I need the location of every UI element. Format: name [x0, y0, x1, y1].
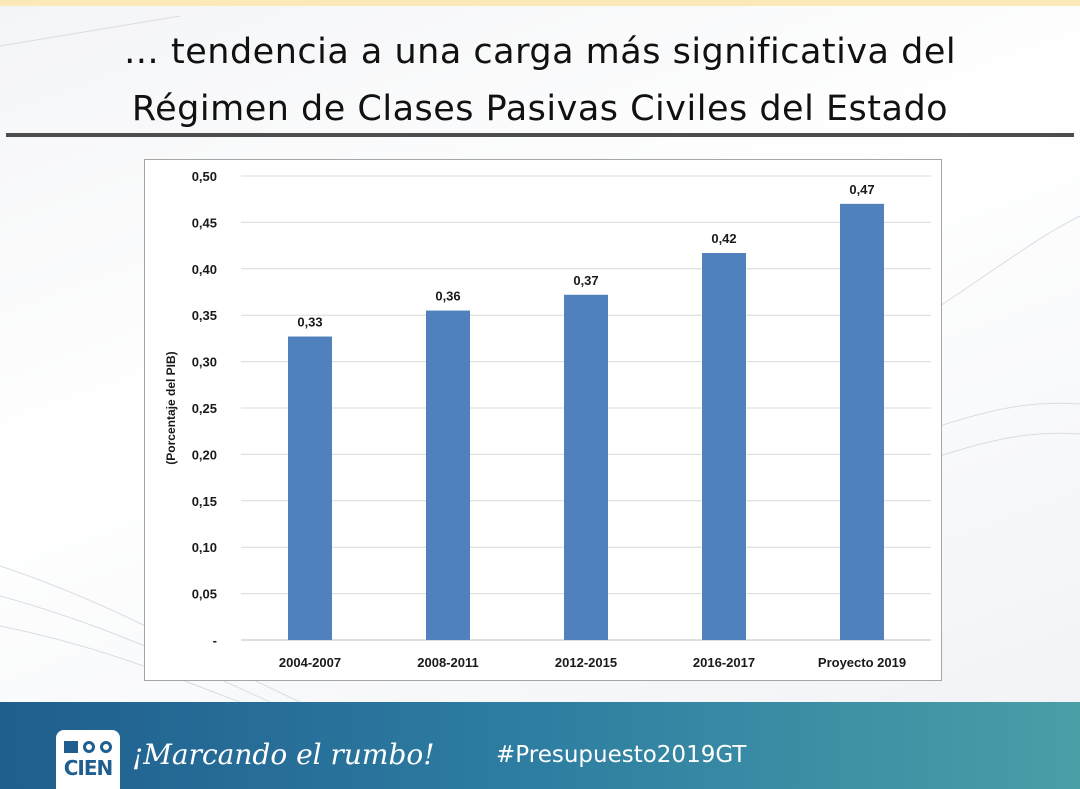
y-tick-label: 0,30	[192, 355, 217, 370]
y-tick-label: -	[213, 633, 217, 648]
x-tick-label: 2008-2011	[417, 655, 478, 670]
y-tick-label: 0,40	[192, 262, 217, 277]
title-line-2: Régimen de Clases Pasivas Civiles del Es…	[131, 89, 949, 129]
slogan: ¡Marcando el rumbo!	[132, 738, 435, 771]
logo-mark	[64, 738, 112, 756]
logo-text: CIEN	[63, 756, 114, 780]
x-tick-label: 2016-2017	[693, 655, 755, 670]
logo-bar-shape	[64, 741, 78, 753]
slide-title: … tendencia a una carga más significativ…	[0, 24, 1080, 138]
x-tick-label: 2004-2007	[279, 655, 341, 670]
x-tick-label: 2012-2015	[555, 655, 617, 670]
hashtag: #Presupuesto2019GT	[496, 742, 747, 768]
bar	[288, 336, 332, 640]
bar	[702, 253, 746, 641]
y-tick-label: 0,15	[192, 494, 217, 509]
y-tick-label: 0,25	[192, 401, 217, 416]
y-axis-label: (Porcentaje del PIB)	[164, 351, 178, 464]
x-tick-label: Proyecto 2019	[818, 655, 906, 670]
bar	[564, 294, 608, 640]
data-label: 0,33	[297, 315, 322, 330]
y-tick-label: 0,45	[192, 215, 217, 230]
chart-frame: - 0,05 0,10 0,15 0,20 0,25 0,30 0,35 0,40 0,45 0,5…	[144, 159, 942, 681]
logo-ring-shape	[83, 741, 95, 753]
title-divider	[6, 133, 1074, 137]
y-tick-label: 0,50	[192, 169, 217, 184]
bar-chart: - 0,05 0,10 0,15 0,20 0,25 0,30 0,35 0,40 0,45 0,5…	[164, 169, 931, 670]
top-strip	[0, 0, 1080, 6]
data-label: 0,36	[435, 289, 460, 304]
data-label: 0,37	[573, 273, 598, 288]
data-label: 0,42	[711, 231, 736, 246]
y-tick-label: 0,20	[192, 447, 217, 462]
bar	[426, 310, 470, 640]
footer-bar	[0, 702, 1080, 789]
y-tick-label: 0,10	[192, 540, 217, 555]
logo-ring-shape	[100, 741, 112, 753]
y-tick-label: 0,35	[192, 308, 217, 323]
cien-logo: CIEN	[56, 730, 120, 789]
bar	[840, 203, 884, 640]
title-line-1: … tendencia a una carga más significativ…	[123, 32, 957, 72]
y-tick-label: 0,05	[192, 587, 217, 602]
data-label: 0,47	[849, 182, 874, 197]
